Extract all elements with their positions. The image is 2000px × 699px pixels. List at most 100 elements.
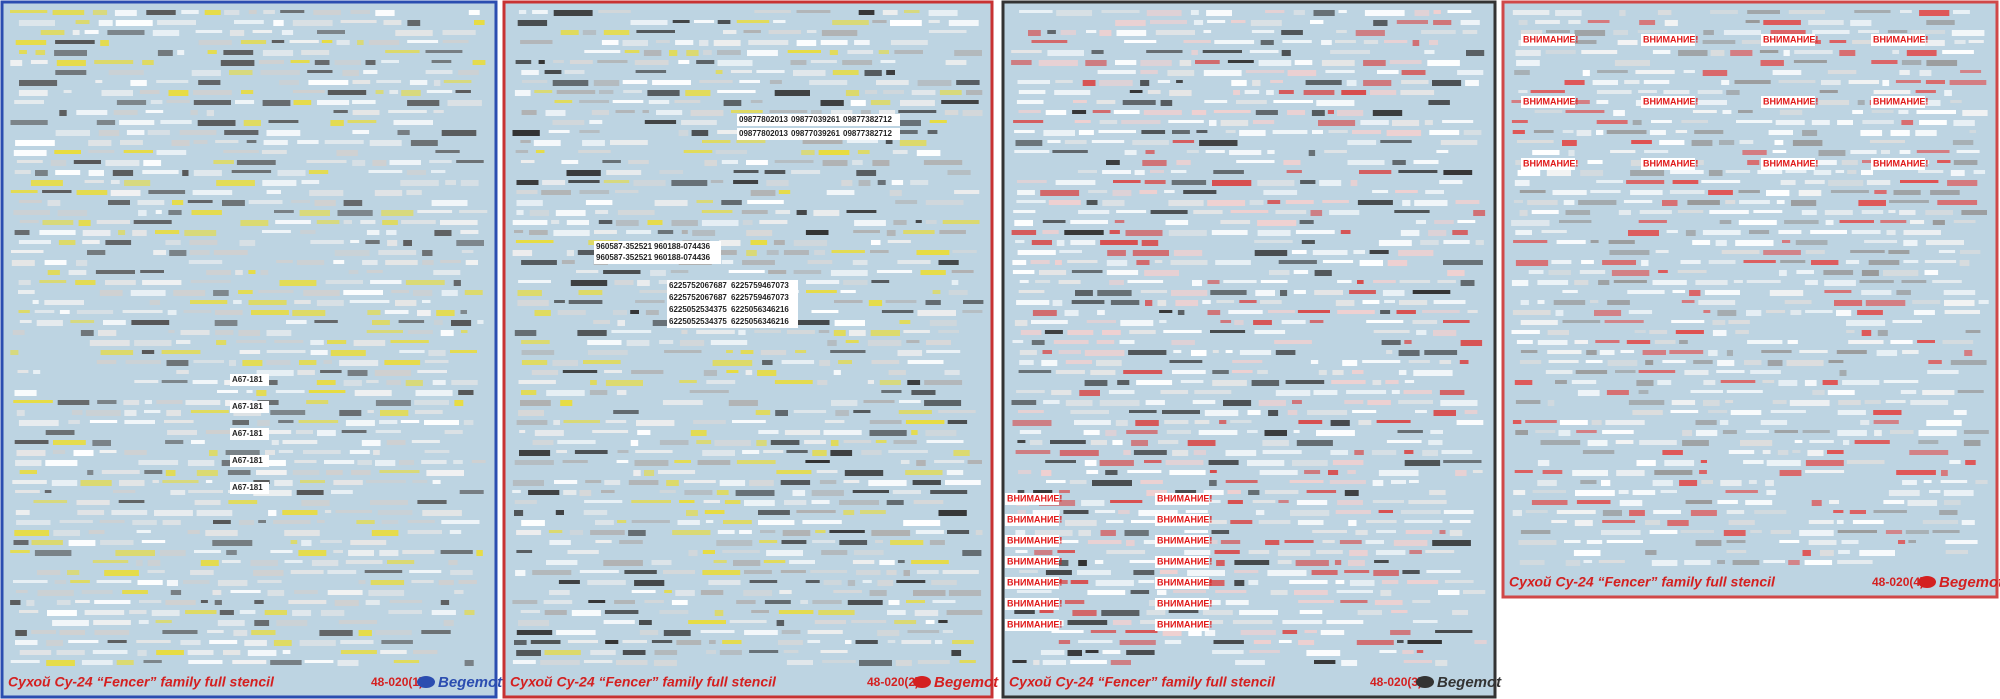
stencil-decal: [1515, 230, 1532, 235]
stencil-decal: [1653, 510, 1681, 514]
stencil-decal: [1295, 560, 1329, 566]
stencil-decal: [1854, 10, 1891, 13]
stencil-decal: [783, 650, 799, 653]
stencil-decal: [530, 640, 561, 644]
stencil-decal: [696, 200, 713, 203]
stencil-decal: [76, 310, 114, 314]
stencil-decal: [458, 70, 479, 75]
stencil-decal: [1575, 370, 1608, 374]
stencil-decal: [1019, 430, 1042, 434]
stencil-decal: [426, 90, 453, 93]
stencil-decal: [598, 10, 631, 13]
stencil-decal: [1070, 240, 1096, 245]
stencil-decal: [238, 520, 255, 525]
stencil-decal: [1925, 80, 1945, 84]
stencil-decal: [1150, 20, 1187, 24]
stencil-decal: [869, 590, 887, 596]
stencil-decal: [1744, 360, 1762, 365]
stencil-decal: [169, 250, 187, 256]
sheet-background: [1001, 0, 1497, 699]
stencil-decal: [275, 220, 311, 224]
stencil-decal: [1777, 450, 1789, 455]
label-background: [1641, 158, 1695, 170]
stencil-decal: [81, 660, 113, 665]
stencil-decal: [889, 190, 902, 196]
stencil-decal: [1278, 90, 1294, 94]
stencil-decal: [512, 250, 533, 256]
stencil-decal: [276, 260, 293, 263]
stencil-decal: [717, 530, 735, 534]
stencil-decal: [1762, 450, 1771, 454]
stencil-decal: [352, 110, 380, 115]
stencil-decal: [1409, 480, 1419, 483]
stencil-decal: [1312, 250, 1348, 255]
stencil-decal: [1312, 530, 1347, 533]
stencil-decal: [1067, 650, 1082, 656]
stencil-decal: [1937, 160, 1951, 163]
stencil-decal: [1525, 420, 1557, 423]
stencil-decal: [1292, 460, 1328, 466]
stencil-decal: [154, 510, 193, 516]
stencil-decal: [415, 390, 453, 396]
stencil-decal: [14, 230, 30, 235]
stencil-decal: [343, 200, 363, 206]
stencil-decal: [1353, 250, 1365, 254]
stencil-decal: [1330, 450, 1348, 455]
stencil-decal: [1632, 490, 1656, 495]
stencil-decal: [282, 440, 318, 444]
stencil-decal: [631, 500, 671, 503]
stencil-decal: [1072, 110, 1087, 114]
stencil-decal: [1106, 520, 1124, 523]
stencil-decal: [897, 350, 923, 356]
stencil-decal: [1227, 60, 1254, 63]
stencil-decal: [1354, 450, 1364, 455]
stencil-decal: [101, 470, 140, 474]
stencil-decal: [1337, 500, 1363, 505]
stencil-decal: [1645, 550, 1657, 555]
stencil-decal: [926, 440, 964, 443]
stencil-decal: [557, 440, 596, 444]
stencil-decal: [1099, 400, 1140, 406]
stencil-decal: [716, 490, 729, 495]
stencil-decal: [1391, 610, 1408, 613]
stencil-decal: [833, 590, 862, 593]
stencil-decal: [360, 220, 376, 224]
stencil-decal: [176, 370, 189, 374]
stencil-decal: [1240, 630, 1276, 635]
stencil-decal: [1328, 130, 1348, 133]
stencil-decal: [63, 90, 72, 93]
stencil-decal: [1950, 170, 1965, 176]
stencil-decal: [585, 200, 613, 205]
stencil-decal: [628, 480, 659, 485]
stencil-decal: [903, 330, 930, 333]
stencil-decal: [815, 530, 826, 533]
stencil-decal: [1811, 120, 1830, 125]
stencil-decal: [1131, 440, 1148, 446]
stencil-decal: [367, 410, 374, 413]
stencil-decal: [939, 90, 962, 95]
stencil-decal: [879, 110, 896, 115]
stencil-decal: [1681, 120, 1708, 123]
stencil-decal: [1759, 50, 1779, 53]
stencil-decal: [701, 210, 733, 213]
stencil-decal: [1374, 560, 1389, 563]
stencil-decal: [1106, 270, 1139, 275]
stencil-decal: [1146, 610, 1166, 615]
stencil-decal: [1402, 570, 1420, 574]
stencil-decal: [868, 300, 883, 306]
stencil-decal: [1041, 470, 1052, 476]
stencil-decal: [792, 490, 806, 496]
stencil-decal: [1322, 260, 1354, 263]
stencil-decal: [1601, 480, 1611, 486]
stencil-decal: [1796, 270, 1814, 274]
stencil-decal: [1876, 350, 1898, 356]
stencil-decal: [783, 250, 809, 255]
stencil-decal: [1704, 290, 1740, 295]
stencil-decal: [1439, 360, 1452, 364]
stencil-decal: [1124, 530, 1149, 536]
stencil-decal: [562, 370, 598, 373]
stencil-decal: [301, 540, 312, 546]
stencil-decal: [50, 160, 67, 166]
stencil-decal: [917, 80, 952, 86]
stencil-decal: [1760, 420, 1788, 425]
